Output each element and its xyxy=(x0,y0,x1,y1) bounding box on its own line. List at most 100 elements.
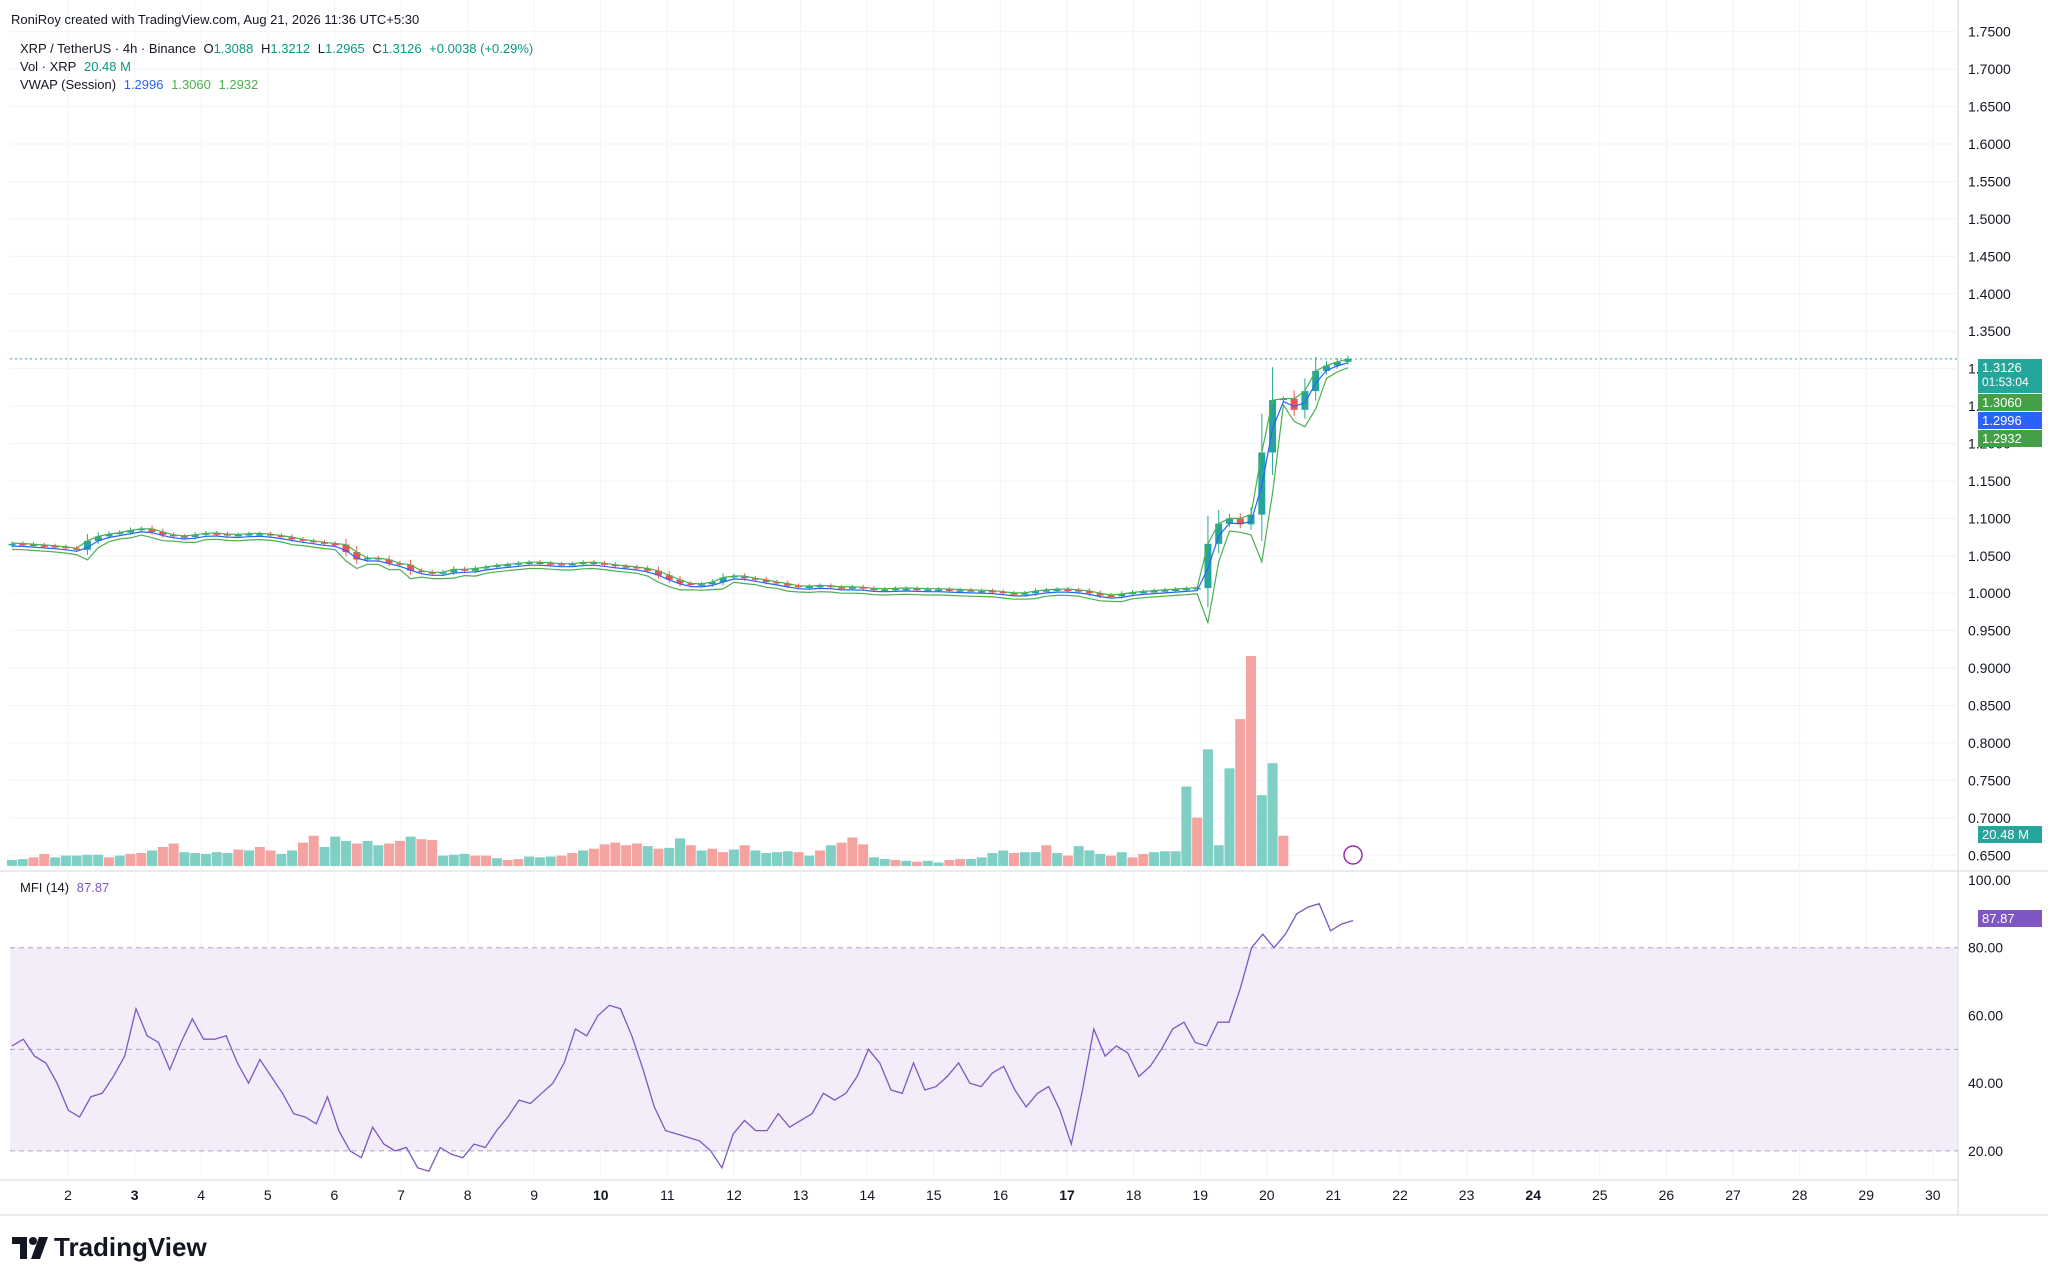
candle-body xyxy=(40,545,48,547)
candle-body xyxy=(374,558,382,560)
candle-body xyxy=(870,588,878,591)
volume-bar xyxy=(890,859,901,866)
volume-bar xyxy=(771,852,782,866)
candle-body xyxy=(945,589,953,591)
time-tick-label: 27 xyxy=(1725,1187,1741,1203)
volume-bar xyxy=(1170,851,1181,866)
candle-body xyxy=(1344,358,1352,362)
candle-body xyxy=(644,568,652,571)
volume-bar xyxy=(782,851,793,866)
candle-body xyxy=(1075,590,1083,592)
volume-bar xyxy=(1105,855,1116,866)
candle-body xyxy=(730,576,738,578)
last-price-value: 1.3126 xyxy=(1982,360,2022,375)
candle-body xyxy=(1107,595,1115,597)
volume-bar xyxy=(1192,817,1203,866)
candle-body xyxy=(999,591,1007,594)
candle-body xyxy=(773,582,781,584)
candle-body xyxy=(1032,590,1040,594)
candle-body xyxy=(547,563,555,565)
volume-bar xyxy=(93,854,104,866)
volume-bar xyxy=(976,857,987,866)
candle-body xyxy=(504,564,512,567)
time-tick-label: 22 xyxy=(1392,1187,1408,1203)
volume-bar xyxy=(922,860,933,866)
volume-bar xyxy=(39,853,50,866)
time-tick-label: 21 xyxy=(1326,1187,1342,1203)
mfi-legend[interactable]: MFI (14) 87.87 xyxy=(20,880,113,895)
volume-legend[interactable]: Vol · XRP 20.48 M xyxy=(20,59,135,74)
time-tick-label: 5 xyxy=(264,1187,272,1203)
vwap-legend[interactable]: VWAP (Session) 1.2996 1.3060 1.2932 xyxy=(20,77,262,92)
volume-bar xyxy=(114,855,125,866)
volume-bar xyxy=(675,838,685,866)
candle-body xyxy=(978,590,986,593)
volume-bar xyxy=(739,845,750,866)
candle-body xyxy=(741,576,749,579)
candle-body xyxy=(1204,543,1212,588)
candle-body xyxy=(1182,588,1190,591)
volume-bar xyxy=(384,843,395,866)
candle-body xyxy=(902,588,910,591)
candle-body xyxy=(331,543,339,546)
time-tick-label: 13 xyxy=(793,1187,809,1203)
volume-bar xyxy=(351,843,362,866)
candle-body xyxy=(1053,589,1061,591)
price-tick-label: 0.6500 xyxy=(1968,847,2011,863)
volume-bar xyxy=(1213,845,1224,866)
volume-bar xyxy=(179,852,190,866)
candle-body xyxy=(913,588,921,591)
change-value: +0.0038 (+0.29%) xyxy=(429,41,534,56)
volume-bar xyxy=(265,850,276,866)
candle-body xyxy=(891,588,899,591)
candle-body xyxy=(590,562,598,565)
price-tick-label: 0.9500 xyxy=(1968,623,2011,639)
candle-body xyxy=(191,534,199,538)
volume-bar xyxy=(17,859,28,866)
candle-body xyxy=(967,590,975,592)
volume-bar xyxy=(394,840,405,866)
candle-body xyxy=(450,569,458,573)
candle-body xyxy=(159,531,167,535)
price-tick-label: 1.1500 xyxy=(1968,473,2011,489)
candle-body xyxy=(83,540,91,550)
candle-body xyxy=(180,536,188,538)
volume-bar xyxy=(211,852,222,866)
candle-body xyxy=(1225,518,1233,524)
volume-bar xyxy=(578,850,589,866)
candle-body xyxy=(687,583,695,586)
volume-bar xyxy=(308,835,319,866)
time-tick-label: 18 xyxy=(1126,1187,1142,1203)
price-tick-label: 1.4000 xyxy=(1968,286,2011,302)
mfi-tick-label: 80.00 xyxy=(1968,940,2003,956)
volume-bar xyxy=(707,848,718,866)
price-tick-label: 1.0000 xyxy=(1968,585,2011,601)
volume-bar xyxy=(1041,845,1052,866)
volume-bar xyxy=(168,843,179,866)
volume-bar xyxy=(868,857,879,866)
time-tick-label: 24 xyxy=(1525,1187,1541,1203)
volume-bar xyxy=(1009,853,1019,866)
volume-bar xyxy=(556,855,567,866)
candle-body xyxy=(719,577,727,583)
last-price-tag: 1.3126 01:53:04 xyxy=(1978,359,2042,393)
time-tick-label: 10 xyxy=(593,1187,609,1203)
volume-bar xyxy=(847,837,858,866)
volume-label: Vol · XRP xyxy=(20,59,77,74)
candle-body xyxy=(73,548,81,550)
high-value: 1.3212 xyxy=(270,41,311,56)
price-tick-label: 1.3500 xyxy=(1968,323,2011,339)
volume-bar xyxy=(793,852,804,866)
volume-bar xyxy=(82,854,93,866)
volume-bar xyxy=(825,845,836,866)
mfi-tick-label: 20.00 xyxy=(1968,1143,2003,1159)
volume-bar xyxy=(1256,795,1267,866)
tradingview-logo[interactable]: TradingView xyxy=(12,1232,207,1263)
candle-body xyxy=(396,563,404,565)
volume-bar xyxy=(987,853,998,866)
volume-bar xyxy=(545,856,556,866)
candle-body xyxy=(1322,365,1330,371)
symbol-legend[interactable]: XRP / TetherUS · 4h · Binance O1.3088 H1… xyxy=(20,41,537,56)
volume-bar xyxy=(297,842,308,866)
